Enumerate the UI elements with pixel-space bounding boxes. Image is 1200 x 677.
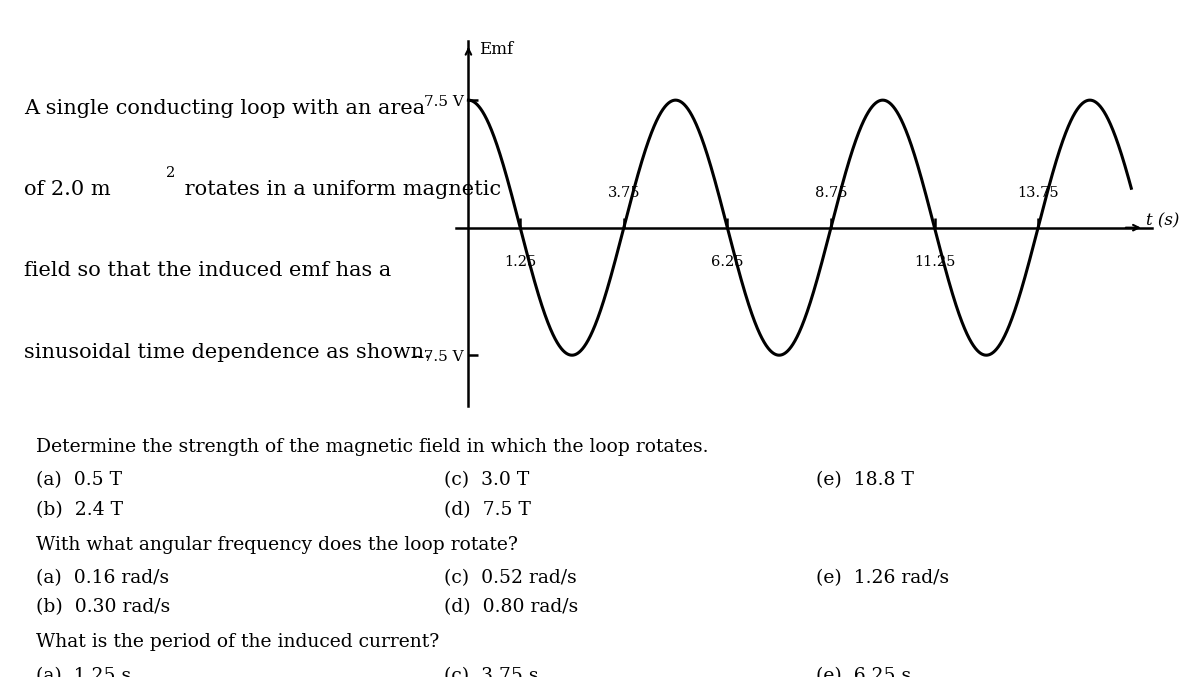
Text: 1.25: 1.25	[504, 255, 536, 269]
Text: (e)  1.26 rad/s: (e) 1.26 rad/s	[816, 569, 949, 587]
Text: (d)  0.80 rad/s: (d) 0.80 rad/s	[444, 598, 578, 617]
Text: 11.25: 11.25	[914, 255, 955, 269]
Text: With what angular frequency does the loop rotate?: With what angular frequency does the loo…	[36, 536, 518, 554]
Text: 6.25: 6.25	[712, 255, 744, 269]
Text: 8.75: 8.75	[815, 186, 847, 200]
Text: (b)  0.30 rad/s: (b) 0.30 rad/s	[36, 598, 170, 617]
Text: (a)  1.25 s: (a) 1.25 s	[36, 667, 131, 677]
Text: (b)  2.4 T: (b) 2.4 T	[36, 501, 124, 519]
Text: (c)  0.52 rad/s: (c) 0.52 rad/s	[444, 569, 577, 587]
Text: t (s): t (s)	[1146, 213, 1180, 230]
Text: (e)  18.8 T: (e) 18.8 T	[816, 471, 914, 489]
Text: A single conducting loop with an area: A single conducting loop with an area	[24, 99, 425, 118]
Text: rotates in a uniform magnetic: rotates in a uniform magnetic	[178, 180, 500, 199]
Text: 2: 2	[166, 166, 175, 179]
Text: (c)  3.0 T: (c) 3.0 T	[444, 471, 529, 489]
Text: What is the period of the induced current?: What is the period of the induced curren…	[36, 633, 439, 651]
Text: Determine the strength of the magnetic field in which the loop rotates.: Determine the strength of the magnetic f…	[36, 438, 708, 456]
Text: (e)  6.25 s: (e) 6.25 s	[816, 667, 911, 677]
Text: of 2.0 m: of 2.0 m	[24, 180, 110, 199]
Text: sinusoidal time dependence as shown.: sinusoidal time dependence as shown.	[24, 343, 431, 362]
Text: (d)  7.5 T: (d) 7.5 T	[444, 501, 530, 519]
Text: Emf: Emf	[479, 41, 512, 58]
Text: (a)  0.16 rad/s: (a) 0.16 rad/s	[36, 569, 169, 587]
Text: 3.75: 3.75	[607, 186, 640, 200]
Text: 13.75: 13.75	[1018, 186, 1058, 200]
Text: (c)  3.75 s: (c) 3.75 s	[444, 667, 539, 677]
Text: field so that the induced emf has a: field so that the induced emf has a	[24, 261, 391, 280]
Text: (a)  0.5 T: (a) 0.5 T	[36, 471, 122, 489]
